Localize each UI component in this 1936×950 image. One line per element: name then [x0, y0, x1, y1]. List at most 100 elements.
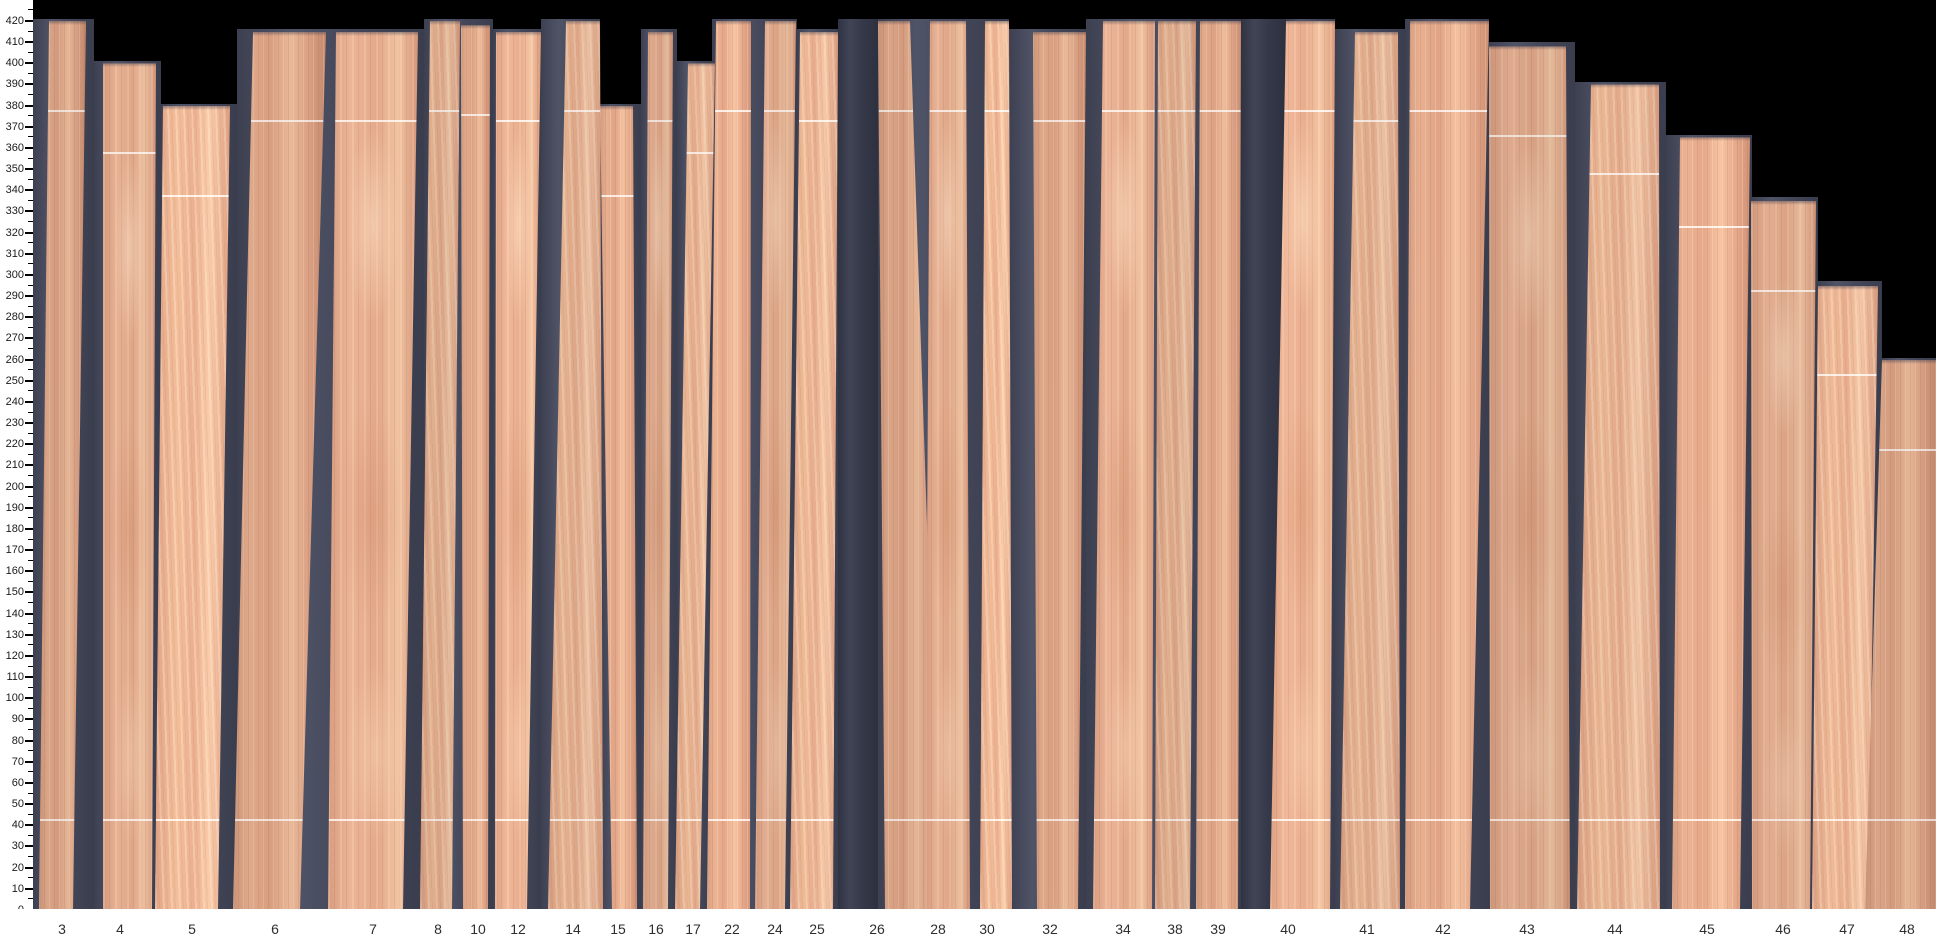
- board-id-label: 8: [434, 921, 442, 937]
- laser-reference-line: [1577, 818, 1660, 821]
- ruler-minor-tick: [28, 792, 33, 794]
- board-id-label: 30: [979, 921, 995, 937]
- ruler-label: 240: [5, 395, 24, 408]
- board-top-shadow: [790, 31, 838, 36]
- board-top-shadow: [707, 20, 751, 25]
- laser-reference-line: [925, 109, 970, 112]
- laser-reference-line: [155, 818, 230, 821]
- ruler-major-tick: [25, 633, 33, 636]
- board-id-axis: 3 4 5 6 7 8 10 12 14 15 16 17 22 24 25 26 28 30 32 34 38 39 40…: [0, 909, 1936, 950]
- laser-reference-line: [1033, 120, 1086, 123]
- laser-reference-line: [925, 818, 970, 821]
- board-41[interactable]: [1340, 31, 1400, 910]
- ruler-minor-tick: [28, 538, 33, 540]
- ruler-label: 390: [5, 78, 24, 91]
- board-28[interactable]: [925, 20, 970, 910]
- ruler-label: 220: [5, 438, 24, 451]
- board-id-label: 24: [767, 921, 783, 937]
- board-id-label: 26: [869, 921, 885, 937]
- laser-reference-line: [420, 818, 460, 821]
- board-15[interactable]: [600, 105, 637, 910]
- board-16[interactable]: [643, 31, 673, 910]
- ruler-major-tick: [25, 654, 33, 657]
- board-top-shadow: [155, 105, 230, 110]
- ruler-major-tick: [25, 718, 33, 721]
- board-45[interactable]: [1672, 137, 1750, 910]
- ruler-minor-tick: [28, 453, 33, 455]
- board-id-label: 16: [648, 921, 664, 937]
- board-39[interactable]: [1196, 20, 1241, 910]
- board-top-shadow: [1340, 31, 1400, 36]
- ruler-major-tick: [25, 824, 33, 827]
- length-ruler: 420 410 400 390 380 370 360 350 340 330 320 310 300 2…: [0, 0, 33, 916]
- laser-reference-line: [675, 152, 715, 155]
- ruler-major-tick: [25, 464, 33, 467]
- ruler-minor-tick: [28, 178, 33, 180]
- board-top-shadow: [1270, 20, 1335, 25]
- wood-grain-texture: [643, 31, 673, 910]
- laser-reference-line: [1270, 109, 1335, 112]
- wood-grain-texture: [980, 20, 1012, 910]
- ruler-major-tick: [25, 273, 33, 276]
- ruler-major-tick: [25, 845, 33, 848]
- ruler-major-tick: [25, 697, 33, 700]
- ruler-minor-tick: [28, 707, 33, 709]
- laser-reference-line: [707, 818, 751, 821]
- board-10[interactable]: [461, 25, 490, 910]
- ruler-label: 190: [5, 501, 24, 514]
- laser-reference-line: [328, 818, 418, 821]
- ruler-minor-tick: [28, 856, 33, 858]
- laser-reference-line: [1196, 109, 1241, 112]
- ruler-label: 300: [5, 268, 24, 281]
- laser-reference-line: [755, 818, 796, 821]
- ruler-minor-tick: [28, 602, 33, 604]
- laser-reference-line: [1340, 818, 1400, 821]
- wood-grain-texture: [1577, 84, 1660, 910]
- board-46[interactable]: [1751, 200, 1816, 910]
- board-43[interactable]: [1489, 46, 1570, 910]
- ruler-major-tick: [25, 400, 33, 403]
- ruler-label: 130: [5, 628, 24, 641]
- board-id-label: 47: [1839, 921, 1855, 937]
- board-38[interactable]: [1155, 20, 1196, 910]
- board-32[interactable]: [1033, 31, 1086, 910]
- board-id-label: 6: [271, 921, 279, 937]
- ruler-minor-tick: [28, 475, 33, 477]
- board-top-shadow: [1577, 84, 1660, 89]
- laser-reference-line: [103, 818, 156, 821]
- ruler-label: 320: [5, 226, 24, 239]
- ruler-minor-tick: [28, 30, 33, 32]
- laser-reference-line: [1405, 818, 1489, 821]
- ruler-major-tick: [25, 591, 33, 594]
- laser-reference-line: [39, 818, 86, 821]
- ruler-major-tick: [25, 168, 33, 171]
- ruler-minor-tick: [28, 305, 33, 307]
- board-id-label: 4: [116, 921, 124, 937]
- ruler-label: 420: [5, 14, 24, 27]
- ruler-major-tick: [25, 231, 33, 234]
- laser-reference-line: [600, 818, 637, 821]
- board-30[interactable]: [980, 20, 1012, 910]
- wood-grain-texture: [1812, 285, 1878, 910]
- board-4[interactable]: [103, 63, 156, 910]
- laser-reference-line: [1093, 109, 1155, 112]
- scan-cell: [838, 18, 878, 910]
- ruler-label: 270: [5, 332, 24, 345]
- ruler-label: 100: [5, 692, 24, 705]
- wood-grain-texture: [328, 31, 418, 910]
- laser-reference-line: [1577, 173, 1660, 176]
- board-34[interactable]: [1093, 20, 1155, 910]
- board-5[interactable]: [155, 105, 230, 910]
- board-top-shadow: [420, 20, 460, 25]
- board-44[interactable]: [1577, 84, 1660, 910]
- laser-reference-line: [495, 120, 541, 123]
- board-7[interactable]: [328, 31, 418, 910]
- ruler-minor-tick: [28, 199, 33, 201]
- laser-reference-line: [1865, 818, 1936, 821]
- ruler-label: 280: [5, 311, 24, 324]
- ruler-label: 340: [5, 184, 24, 197]
- board-id-label: 41: [1359, 921, 1375, 937]
- ruler-label: 350: [5, 163, 24, 176]
- board-47[interactable]: [1812, 285, 1878, 910]
